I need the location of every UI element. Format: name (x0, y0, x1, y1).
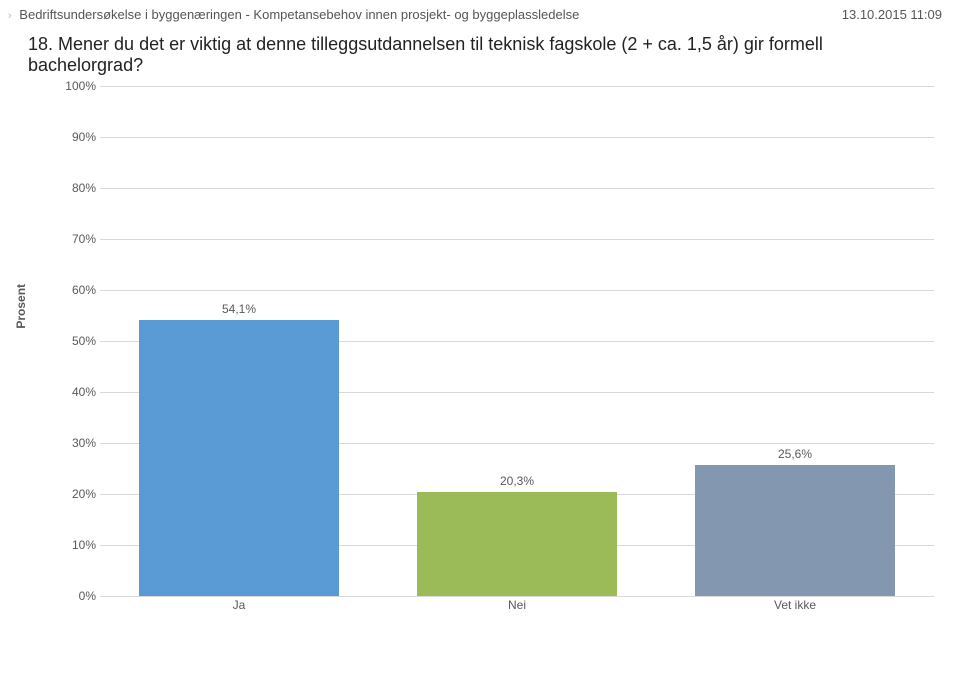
y-tick: 50% (52, 334, 96, 348)
gridline (100, 86, 934, 87)
y-tick: 90% (52, 130, 96, 144)
gridline (100, 239, 934, 240)
timestamp: 13.10.2015 11:09 (842, 7, 942, 22)
breadcrumb-text: Bedriftsundersøkelse i byggenæringen - K… (19, 7, 579, 22)
gridline (100, 596, 934, 597)
gridline (100, 290, 934, 291)
y-tick: 0% (52, 589, 96, 603)
chevron-right-icon: › (8, 10, 12, 22)
x-tick: Vet ikke (656, 598, 934, 612)
y-tick: 40% (52, 385, 96, 399)
gridline (100, 137, 934, 138)
x-tick: Ja (100, 598, 378, 612)
x-tick: Nei (378, 598, 656, 612)
gridline (100, 188, 934, 189)
page: › Bedriftsundersøkelse i byggenæringen -… (0, 0, 960, 677)
bar-value-label: 25,6% (695, 447, 895, 461)
y-tick: 30% (52, 436, 96, 450)
y-tick: 100% (52, 79, 96, 93)
breadcrumb: › Bedriftsundersøkelse i byggenæringen -… (8, 7, 579, 22)
bar: 25,6% (695, 465, 895, 596)
bar: 54,1% (139, 320, 339, 596)
bar-value-label: 54,1% (139, 302, 339, 316)
bar: 20,3% (417, 492, 617, 596)
y-tick: 20% (52, 487, 96, 501)
question-title: 18. Mener du det er viktig at denne till… (28, 34, 940, 76)
header: › Bedriftsundersøkelse i byggenæringen -… (0, 4, 960, 24)
y-axis-label: Prosent (14, 284, 28, 329)
plot-area: 0%10%20%30%40%50%60%70%80%90%100%54,1%20… (100, 86, 934, 596)
y-tick: 60% (52, 283, 96, 297)
bar-value-label: 20,3% (417, 474, 617, 488)
bar-chart: Prosent 0%10%20%30%40%50%60%70%80%90%100… (72, 86, 934, 616)
y-tick: 70% (52, 232, 96, 246)
y-tick: 10% (52, 538, 96, 552)
y-tick: 80% (52, 181, 96, 195)
